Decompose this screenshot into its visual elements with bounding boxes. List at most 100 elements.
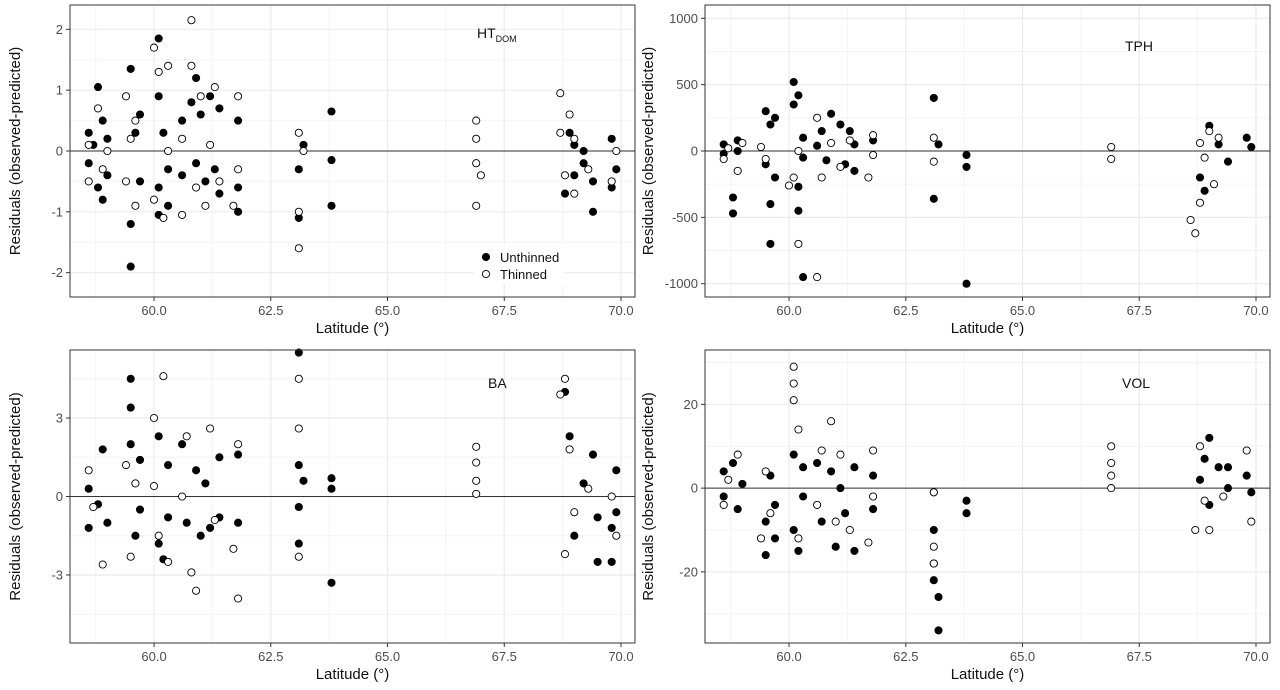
point-thinned xyxy=(1186,215,1195,225)
point-unthinned xyxy=(588,177,598,186)
point-unthinned xyxy=(719,467,728,476)
point-unthinned xyxy=(327,484,336,493)
point-thinned xyxy=(294,244,303,253)
point-unthinned xyxy=(206,523,215,532)
x-tick-label: 67.5 xyxy=(1127,649,1152,664)
point-thinned xyxy=(234,92,243,101)
point-thinned xyxy=(584,484,593,493)
point-thinned xyxy=(154,67,163,76)
point-unthinned xyxy=(770,534,780,543)
point-unthinned xyxy=(1205,433,1214,442)
point-unthinned xyxy=(962,496,971,505)
point-thinned xyxy=(89,502,98,512)
point-unthinned xyxy=(327,578,336,587)
point-thinned xyxy=(929,488,938,497)
point-unthinned xyxy=(103,134,112,143)
point-thinned xyxy=(131,201,140,210)
point-unthinned xyxy=(934,626,943,635)
point-thinned xyxy=(1205,525,1214,535)
x-tick-label: 62.5 xyxy=(258,303,283,318)
point-thinned xyxy=(294,552,303,561)
point-unthinned xyxy=(327,201,336,210)
point-unthinned xyxy=(850,166,859,175)
panel-label-main: HT xyxy=(477,25,496,41)
point-unthinned xyxy=(154,432,163,441)
point-thinned xyxy=(187,16,196,25)
point-unthinned xyxy=(135,505,145,514)
point-unthinned xyxy=(850,546,859,555)
point-thinned xyxy=(565,110,574,119)
point-thinned xyxy=(789,396,798,405)
point-unthinned xyxy=(612,165,621,174)
point-thinned xyxy=(738,138,747,148)
point-unthinned xyxy=(126,403,135,412)
point-unthinned xyxy=(294,539,303,548)
point-unthinned xyxy=(770,113,780,122)
point-unthinned xyxy=(84,523,93,532)
point-unthinned xyxy=(234,207,243,216)
point-thinned xyxy=(84,466,93,475)
point-unthinned xyxy=(215,189,224,198)
x-tick-label: 60.0 xyxy=(141,649,166,664)
point-thinned xyxy=(159,372,168,381)
point-unthinned xyxy=(962,162,971,171)
point-unthinned xyxy=(579,479,588,488)
point-thinned xyxy=(556,89,565,98)
point-thinned xyxy=(84,177,93,186)
point-unthinned xyxy=(850,463,859,472)
point-unthinned xyxy=(192,466,201,475)
point-unthinned xyxy=(822,156,831,165)
point-unthinned xyxy=(98,195,107,204)
point-thinned xyxy=(192,586,201,595)
point-thinned xyxy=(761,154,770,164)
point-thinned xyxy=(719,500,728,509)
point-unthinned xyxy=(579,159,588,168)
point-thinned xyxy=(1219,492,1228,501)
point-unthinned xyxy=(201,177,210,186)
panel-label-main: TPH xyxy=(1125,38,1153,54)
x-tick-label: 67.5 xyxy=(492,649,517,664)
y-tick-label: 3 xyxy=(56,411,63,426)
point-unthinned xyxy=(719,492,728,501)
point-thinned xyxy=(159,213,168,222)
x-tick-label: 65.0 xyxy=(1010,303,1035,318)
point-thinned xyxy=(234,594,243,603)
x-tick-label: 70.0 xyxy=(608,649,633,664)
y-axis-label: Residuals (observed-predicted) xyxy=(640,392,657,600)
legend-label-thinned: Thinned xyxy=(500,267,547,282)
point-thinned xyxy=(831,517,840,526)
y-tick-label: -500 xyxy=(672,210,698,225)
point-unthinned xyxy=(178,171,187,180)
point-thinned xyxy=(210,83,219,92)
point-unthinned xyxy=(192,159,201,168)
point-thinned xyxy=(234,440,243,449)
point-unthinned xyxy=(831,542,840,551)
point-unthinned xyxy=(593,557,602,566)
point-unthinned xyxy=(929,93,938,102)
panel-label: VOL xyxy=(1122,375,1150,391)
point-unthinned xyxy=(770,500,780,509)
x-axis-label: Latitude (°) xyxy=(316,666,390,683)
point-thinned xyxy=(794,534,803,543)
point-thinned xyxy=(836,450,845,459)
x-tick-label: 62.5 xyxy=(258,649,283,664)
point-thinned xyxy=(164,146,173,156)
point-unthinned xyxy=(1195,475,1205,484)
point-unthinned xyxy=(154,92,163,101)
point-thinned xyxy=(733,166,742,175)
point-thinned xyxy=(794,425,803,434)
point-thinned xyxy=(1107,154,1116,164)
point-unthinned xyxy=(135,177,145,186)
point-thinned xyxy=(229,544,238,553)
point-thinned xyxy=(813,113,822,122)
point-thinned xyxy=(178,492,187,501)
point-unthinned xyxy=(789,77,798,87)
point-thinned xyxy=(565,445,574,454)
point-thinned xyxy=(294,128,303,137)
point-thinned xyxy=(766,509,775,518)
x-axis-label: Latitude (°) xyxy=(316,320,390,337)
point-unthinned xyxy=(794,206,803,215)
point-unthinned xyxy=(84,484,93,493)
point-thinned xyxy=(784,181,794,190)
point-unthinned xyxy=(234,518,243,527)
